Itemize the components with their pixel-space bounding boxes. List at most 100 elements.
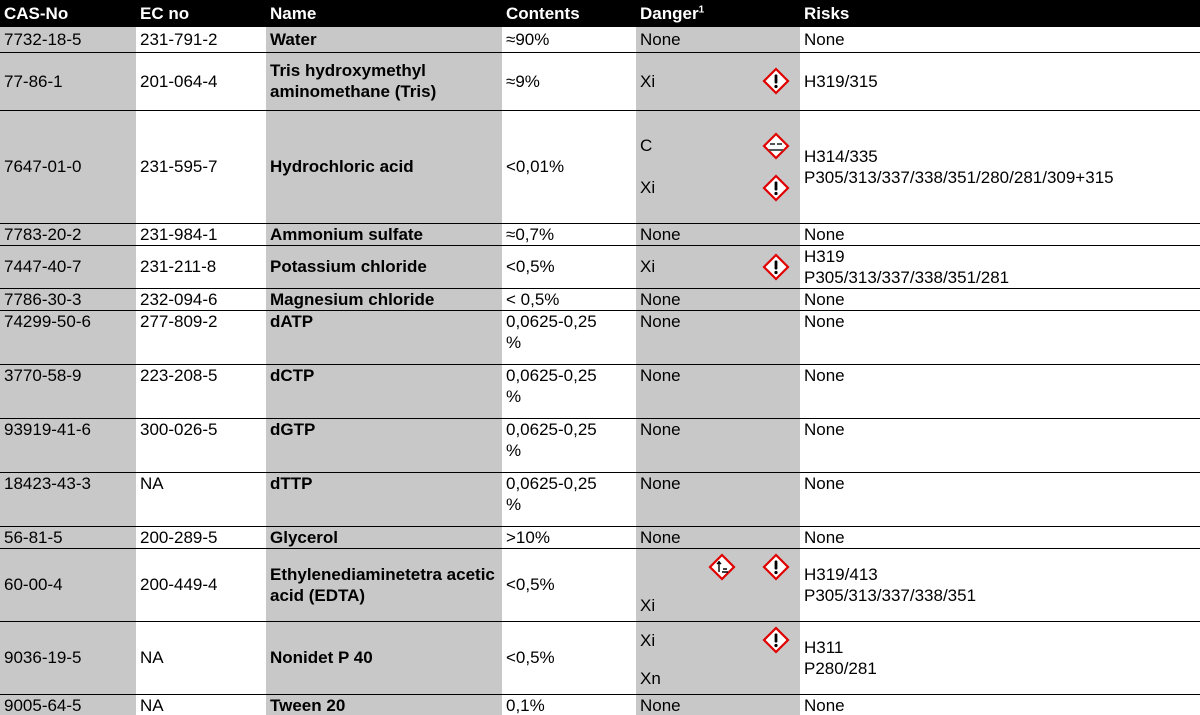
danger-stack: None (640, 527, 796, 548)
name-cell: Tris hydroxymethyl aminomethane (Tris) (266, 52, 502, 111)
danger-line: Xi (640, 173, 796, 202)
table-row: 93919-41-6 300-026-5 dGTP 0,0625-0,25 % None… (0, 418, 1200, 473)
danger-line (640, 553, 796, 581)
danger-line: None (640, 29, 796, 50)
risk-line: None (804, 29, 845, 49)
danger-cell: None (636, 27, 800, 53)
danger-line: C (640, 131, 796, 160)
danger-line: Xi (640, 595, 796, 616)
contents-text: <0,5% (506, 648, 555, 667)
danger-stack: None (640, 695, 796, 715)
ec-cell: NA (136, 621, 266, 695)
risks-cell: H319/315 (800, 52, 1200, 111)
risks-cell: None (800, 694, 1200, 715)
danger-cell: None (636, 364, 800, 419)
danger-line: Xi (640, 626, 796, 654)
cas-cell: 9005-64-5 (0, 694, 136, 715)
danger-code: Xi (640, 178, 656, 197)
table-row: 9036-19-5 NA Nonidet P 40 <0,5% Xi Xn H311 P280… (0, 621, 1200, 695)
cas-cell: 93919-41-6 (0, 418, 136, 473)
contents-text: 0,0625-0,25 % (506, 365, 597, 406)
danger-code: C (640, 136, 653, 155)
danger-cell: None (636, 472, 800, 527)
danger-stack: None (640, 224, 796, 245)
risk-line: None (804, 695, 845, 715)
danger-line: None (640, 311, 796, 332)
danger-stack: Xi (640, 553, 796, 616)
contents-cell: 0,0625-0,25 % (502, 310, 636, 365)
danger-cell: Xi (636, 548, 800, 622)
ec-cell: 200-289-5 (136, 526, 266, 549)
header-label: Contents (506, 3, 580, 23)
contents-cell: ≈9% (502, 52, 636, 111)
risk-line: None (804, 527, 845, 547)
danger-line: None (640, 289, 796, 310)
table-row: 77-86-1 201-064-4 Tris hydroxymethyl amino… (0, 52, 1200, 111)
name-cell: dCTP (266, 364, 502, 419)
hazard-pictogram (762, 626, 790, 654)
contents-cell: <0,5% (502, 621, 636, 695)
contents-cell: < 0,5% (502, 288, 636, 311)
name-cell: dATP (266, 310, 502, 365)
ec-cell: 231-791-2 (136, 27, 266, 53)
risks-cell: None (800, 223, 1200, 246)
risk-line: H319 (804, 246, 845, 266)
danger-cell: Xi Xn (636, 621, 800, 695)
contents-text: >10% (506, 527, 550, 547)
danger-line: None (640, 695, 796, 715)
risks-cell: H319 P305/313/337/338/351/281 (800, 245, 1200, 289)
name-cell: Tween 20 (266, 694, 502, 715)
risk-line: None (804, 224, 845, 244)
header-cell: Danger1 (636, 0, 800, 27)
danger-line: Xi (640, 67, 796, 95)
risks-cell: H319/413 P305/313/337/338/351 (800, 548, 1200, 622)
risk-line: H314/335 (804, 146, 878, 166)
danger-line: None (640, 224, 796, 245)
contents-text: <0,5% (506, 575, 555, 594)
risk-line: P280/281 (804, 658, 877, 678)
cas-cell: 9036-19-5 (0, 621, 136, 695)
cas-cell: 74299-50-6 (0, 310, 136, 365)
cas-cell: 7647-01-0 (0, 110, 136, 224)
table-row: 56-81-5 200-289-5 Glycerol >10% None None (0, 526, 1200, 549)
contents-cell: <0,5% (502, 245, 636, 289)
pictograms (762, 252, 790, 281)
header-label: Risks (804, 3, 850, 23)
risks-cell: None (800, 288, 1200, 311)
cas-cell: 56-81-5 (0, 526, 136, 549)
danger-code: None (640, 527, 681, 547)
ec-cell: 277-809-2 (136, 310, 266, 365)
pictograms (762, 67, 790, 95)
contents-text: ≈0,7% (506, 224, 555, 244)
contents-text: 0,0625-0,25 % (506, 419, 597, 460)
danger-line: None (640, 365, 796, 386)
contents-text: ≈90% (506, 29, 550, 49)
pictograms (762, 131, 790, 160)
danger-code: Xn (640, 669, 661, 688)
cas-cell: 7786-30-3 (0, 288, 136, 311)
danger-code: None (640, 473, 681, 493)
name-cell: Nonidet P 40 (266, 621, 502, 695)
name-cell: Ammonium sulfate (266, 223, 502, 246)
risks-cell: None (800, 418, 1200, 473)
risk-line: None (804, 365, 845, 385)
table-row: 7732-18-5 231-791-2 Water ≈90% None None (0, 27, 1200, 53)
cas-cell: 18423-43-3 (0, 472, 136, 527)
danger-stack: None (640, 419, 796, 440)
contents-cell: 0,0625-0,25 % (502, 364, 636, 419)
pictograms (762, 173, 790, 202)
contents-text: <0,01% (506, 157, 565, 176)
table-row: 60-00-4 200-449-4 Ethylenediaminetetra ace… (0, 548, 1200, 622)
risks-cell: None (800, 27, 1200, 53)
danger-stack: None (640, 289, 796, 310)
risks-cell: None (800, 526, 1200, 549)
ec-cell: 231-211-8 (136, 245, 266, 289)
header-label: EC no (140, 3, 190, 23)
risk-line: H319/413 (804, 564, 878, 584)
risk-line: None (804, 289, 845, 309)
contents-cell: 0,0625-0,25 % (502, 418, 636, 473)
table-row: 3770-58-9 223-208-5 dCTP 0,0625-0,25 % None N… (0, 364, 1200, 419)
pictograms (762, 626, 790, 654)
contents-cell: ≈90% (502, 27, 636, 53)
